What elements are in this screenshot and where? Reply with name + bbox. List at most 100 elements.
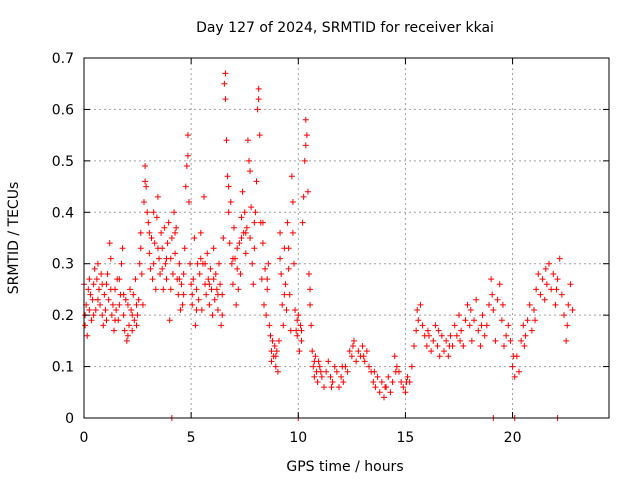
data-point	[316, 363, 323, 370]
data-point	[247, 235, 254, 241]
data-point	[161, 224, 168, 231]
data-point	[160, 286, 167, 293]
data-point	[404, 373, 411, 380]
data-point	[281, 291, 288, 298]
data-point	[238, 214, 245, 221]
data-point	[526, 301, 533, 308]
data-point	[498, 317, 505, 324]
data-point	[129, 312, 136, 319]
data-point	[272, 353, 279, 360]
data-point	[503, 332, 510, 339]
data-point	[303, 132, 310, 139]
data-point	[193, 286, 200, 293]
data-point	[203, 291, 210, 298]
data-point	[496, 281, 503, 288]
data-point	[106, 240, 113, 247]
data-point	[391, 353, 398, 360]
data-point	[311, 358, 318, 365]
data-point	[243, 224, 250, 231]
data-point	[147, 265, 154, 272]
data-point	[214, 307, 221, 313]
data-point	[511, 373, 518, 380]
y-axis-title: SRMTID / TECUs	[6, 182, 22, 295]
data-point	[99, 312, 106, 319]
chart-title: Day 127 of 2024, SRMTID for receiver kka…	[196, 20, 494, 36]
data-point	[286, 291, 293, 298]
data-point	[192, 322, 199, 329]
data-point	[109, 301, 116, 308]
data-point	[291, 260, 297, 267]
data-point	[428, 348, 435, 355]
x-tick-label: 15	[397, 430, 415, 446]
data-point	[273, 348, 280, 355]
data-point	[176, 276, 183, 283]
data-point	[293, 327, 300, 334]
data-point	[259, 219, 266, 226]
data-point	[87, 291, 94, 298]
data-point	[216, 260, 222, 267]
data-point	[179, 301, 186, 308]
data-point	[269, 337, 276, 344]
data-point	[430, 337, 437, 344]
data-point	[225, 209, 232, 216]
data-point	[96, 286, 102, 293]
data-point	[152, 286, 159, 293]
data-point	[507, 337, 514, 344]
data-point	[297, 322, 304, 329]
data-point	[445, 353, 452, 360]
data-point	[277, 229, 284, 236]
data-point	[253, 178, 260, 185]
data-point	[251, 245, 258, 252]
data-point	[122, 296, 129, 303]
data-point	[288, 173, 295, 180]
data-point	[189, 291, 196, 298]
data-point	[210, 276, 217, 283]
data-point	[136, 260, 143, 267]
data-point	[249, 260, 256, 267]
data-point	[346, 348, 353, 355]
data-point	[558, 291, 565, 298]
data-point	[190, 276, 197, 283]
data-point	[213, 286, 220, 293]
data-point	[263, 312, 270, 319]
data-point	[280, 322, 287, 329]
data-point	[323, 368, 330, 375]
data-point	[363, 348, 370, 355]
data-point	[124, 332, 131, 339]
data-point	[268, 348, 275, 355]
data-point	[414, 307, 421, 313]
data-point	[90, 281, 97, 288]
data-point	[284, 219, 291, 226]
data-point	[181, 245, 188, 252]
data-point	[121, 327, 128, 334]
data-point	[299, 219, 306, 226]
data-point	[123, 337, 130, 344]
data-point	[378, 379, 385, 385]
data-point	[150, 260, 157, 267]
data-point	[490, 307, 497, 313]
data-point	[158, 229, 165, 236]
data-point	[234, 265, 241, 272]
data-point	[340, 379, 347, 385]
data-point	[128, 307, 135, 313]
data-point	[565, 301, 572, 308]
data-point	[294, 332, 301, 339]
data-point	[443, 337, 450, 344]
data-point	[176, 260, 183, 267]
data-point	[223, 137, 230, 144]
data-point	[151, 240, 158, 247]
data-point	[101, 291, 108, 298]
data-point	[351, 337, 357, 344]
data-point	[543, 281, 550, 288]
data-point	[242, 229, 249, 236]
data-point	[168, 235, 175, 241]
data-point	[207, 265, 214, 272]
data-point	[317, 368, 324, 375]
data-point	[86, 276, 93, 283]
data-point	[328, 384, 335, 391]
data-point	[167, 286, 174, 293]
data-point	[233, 301, 240, 308]
data-point	[180, 271, 187, 277]
data-point	[172, 250, 179, 257]
data-point	[308, 322, 315, 329]
